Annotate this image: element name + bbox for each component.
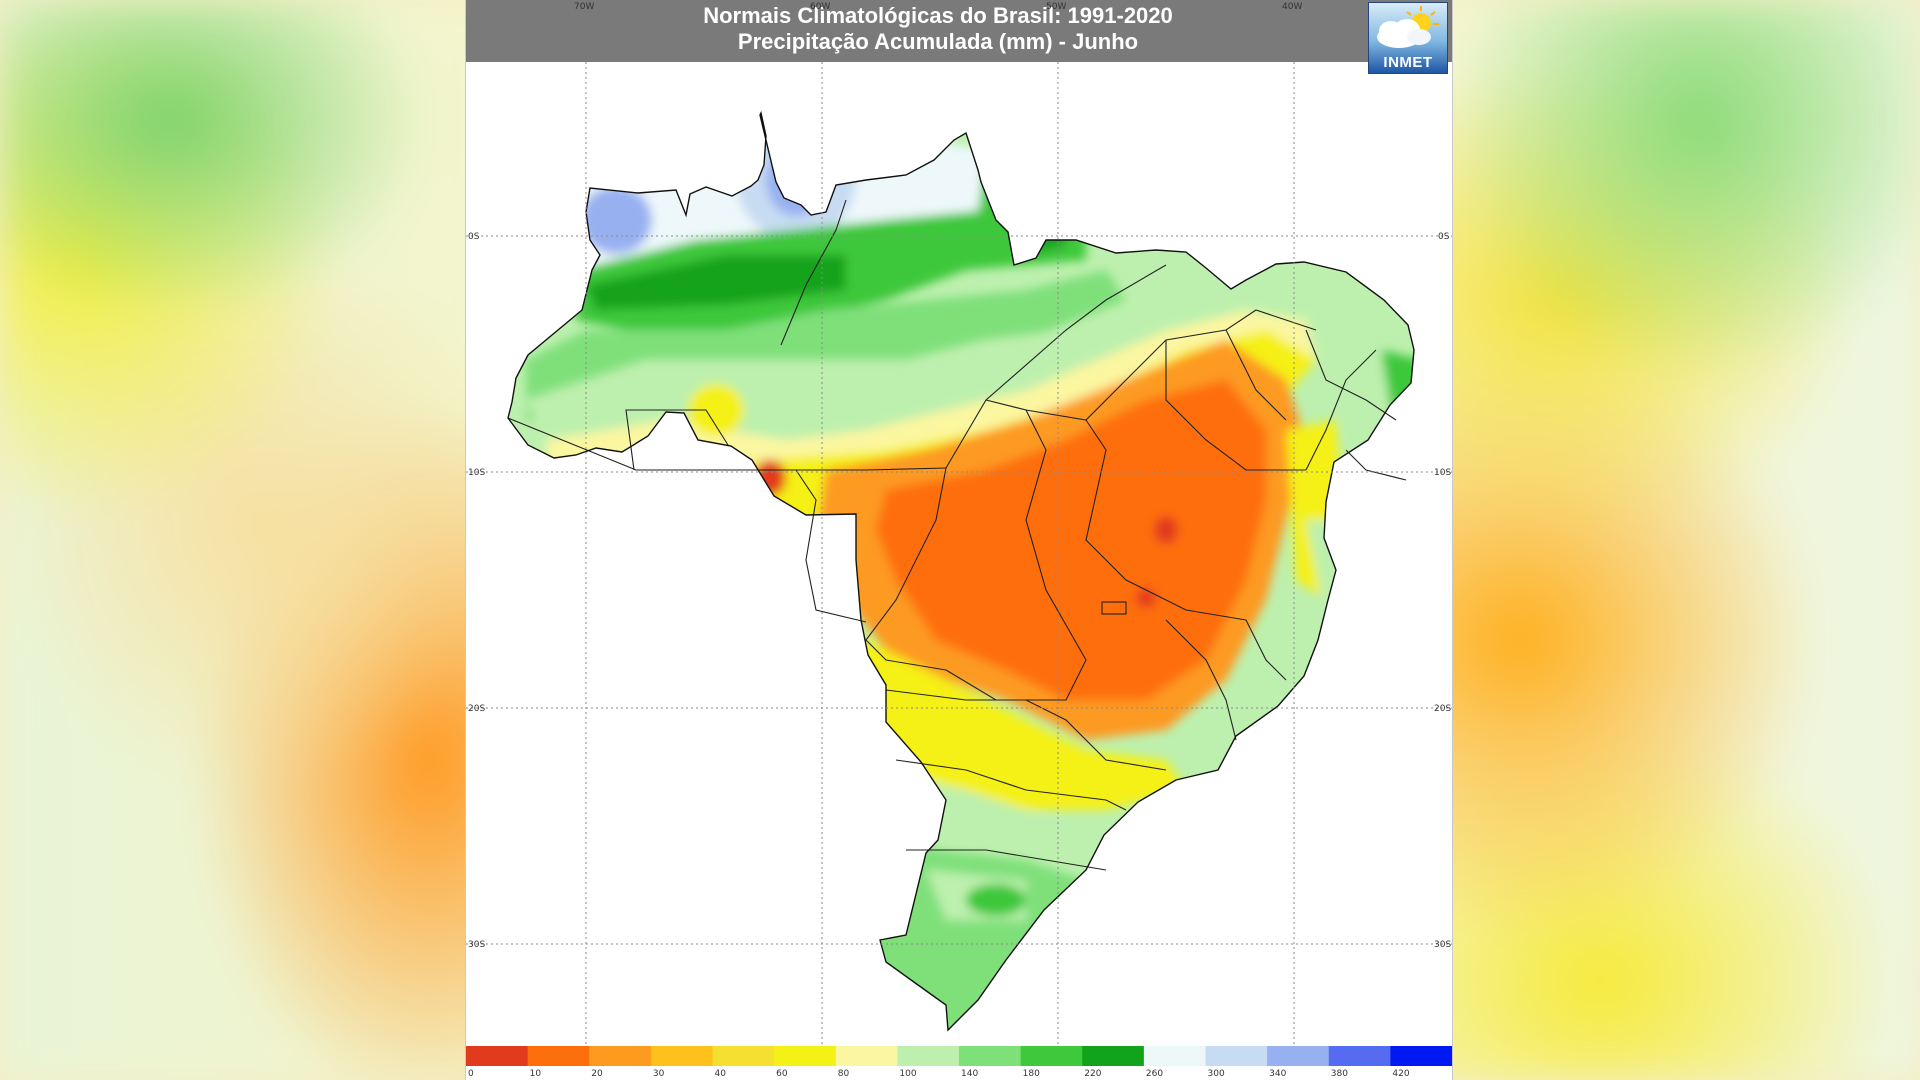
legend-swatch (1390, 1046, 1452, 1066)
parallel-label: 20S (1434, 704, 1451, 714)
legend-swatch (1143, 1046, 1207, 1066)
brazil-precipitation-map: 0S 10S 20S 30S 0S 10S 20S 30S 0 10 20 30 40 6… (466, 62, 1452, 1079)
parallel-label: 30S (1434, 940, 1451, 950)
legend-swatch (1267, 1046, 1330, 1066)
legend-swatch (650, 1046, 714, 1066)
legend-swatch (466, 1046, 529, 1066)
parallel-label: 10S (468, 468, 485, 478)
legend-label: 340 (1269, 1069, 1286, 1079)
brazil-outline (507, 110, 1415, 1032)
legend-label: 140 (961, 1069, 978, 1079)
legend-swatch (589, 1046, 652, 1066)
legend-label: 300 (1208, 1069, 1225, 1079)
logo-label: INMET (1383, 54, 1433, 71)
parallel-label: 0S (468, 232, 480, 242)
legend-label: 10 (530, 1069, 542, 1079)
meridian-label: 50W (1046, 2, 1066, 12)
parallel-label: 20S (468, 704, 485, 714)
map-subtitle: Precipitação Acumulada (mm) - Junho (737, 29, 1139, 54)
map-panel: 0S 10S 20S 30S 0S 10S 20S 30S 0 10 20 30 40 6… (466, 0, 1452, 1080)
map-title: Normais Climatológicas do Brasil: 1991-2… (703, 3, 1173, 28)
legend-swatch (527, 1046, 590, 1066)
legend-swatch (1328, 1046, 1391, 1066)
legend-label: 220 (1084, 1069, 1101, 1079)
meridian-labels: 70W 60W 50W 40W (574, 2, 1302, 12)
parallel-labels: 0S 10S 20S 30S 0S 10S 20S 30S (468, 232, 1451, 950)
cloud-sun-icon (1377, 6, 1439, 48)
legend-swatch (835, 1046, 898, 1066)
legend-swatch (1205, 1046, 1268, 1066)
legend-swatch (712, 1046, 775, 1066)
parallel-label: 10S (1434, 468, 1451, 478)
legend-swatch (774, 1046, 837, 1066)
legend-swatch (897, 1046, 960, 1066)
legend-label: 30 (653, 1069, 665, 1079)
meridian-label: 40W (1282, 2, 1302, 12)
parallel-label: 30S (468, 940, 485, 950)
legend-swatch (959, 1046, 1022, 1066)
legend-label: 100 (899, 1069, 916, 1079)
legend-label: 60 (776, 1069, 788, 1079)
legend-label: 180 (1023, 1069, 1040, 1079)
state-borders (507, 199, 1407, 871)
legend-label: 0 (468, 1069, 474, 1079)
legend-label: 420 (1392, 1069, 1409, 1079)
meridian-label: 70W (574, 2, 594, 12)
meridian-label: 60W (810, 2, 830, 12)
legend-swatch (1082, 1046, 1145, 1066)
legend-label: 20 (591, 1069, 603, 1079)
legend-label: 260 (1146, 1069, 1163, 1079)
legend-label: 40 (715, 1069, 727, 1079)
parallel-label: 0S (1438, 232, 1450, 242)
map-header: Normais Climatológicas do Brasil: 1991-2… (466, 0, 1452, 62)
legend-label: 380 (1331, 1069, 1348, 1079)
legend-label: 80 (838, 1069, 850, 1079)
legend-colorbar: 0 10 20 30 40 60 80 100 140 180 220 260 300 340 380 420 (466, 1046, 1452, 1079)
precipitation-field (508, 113, 1414, 1030)
inmet-logo: INMET (1368, 2, 1448, 74)
graticule (466, 62, 1452, 1045)
legend-swatch (1020, 1046, 1083, 1066)
